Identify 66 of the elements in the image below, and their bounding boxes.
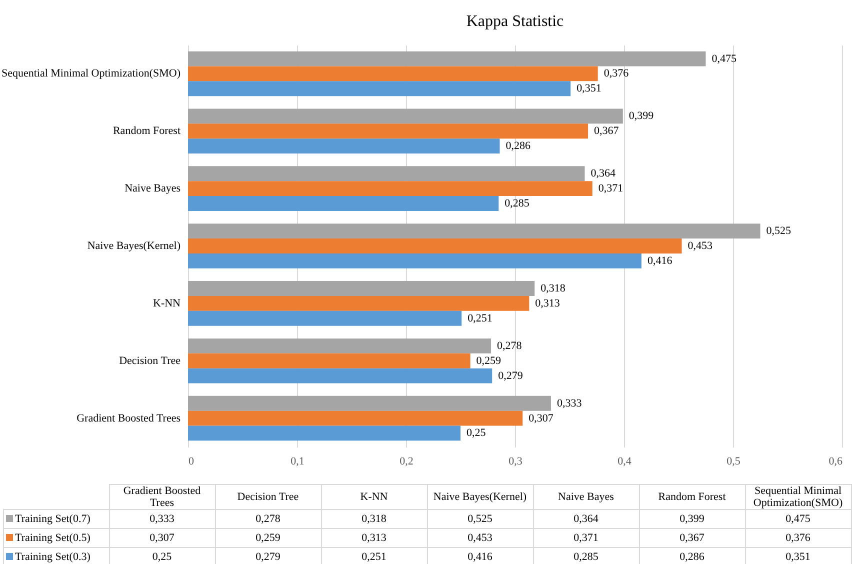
x-tick-label: 0,6 [828,456,843,468]
text: 0,399 [680,513,704,525]
category-label: Naive Bayes [558,491,614,503]
legend-label: Training Set(0.5) [4,528,109,548]
chart-title: Kappa Statistic [466,13,564,30]
text: 0,259 [256,532,280,544]
text: 0,453 [468,532,492,544]
data-label: 0,313 [535,297,560,310]
data-label: 0,399 [628,110,654,122]
x-tick-label: 0 [188,456,194,468]
x-tick-label: 0,1 [290,456,304,468]
x-tick-label: 0,4 [618,456,632,468]
data-label: 0,318 [540,282,566,294]
text: 0,525 [468,513,492,525]
data-label: 0,367 [594,125,620,138]
text: 0,307 [150,532,174,544]
data-label: 0,251 [468,312,492,324]
y-tick-label: Naive Bayes [124,182,180,195]
category-label: Random Forest [658,491,726,503]
text: 0,25 [152,551,172,563]
text: 0,313 [362,532,386,544]
category-label: Naive Bayes(Kernel) [433,491,527,503]
data-label: 0,279 [498,370,524,382]
data-label: 0,475 [712,52,737,65]
data-label: 0,351 [576,82,602,95]
x-tick-label: 0,3 [508,456,523,468]
text: 0,251 [362,551,386,563]
y-tick-label: K-NN [153,297,181,310]
data-label: 0,525 [766,225,792,238]
data-label: 0,453 [688,240,714,252]
text: 0,416 [468,551,492,563]
x-tick-label: 0,2 [400,456,414,468]
legend-label: Training Set(0.3) [4,548,109,564]
text: 0,333 [150,513,174,525]
data-label: 0,278 [497,340,522,352]
category-label: Sequential Minimal Optimization(SMO) [753,485,843,509]
data-label: 0,285 [504,198,530,210]
data-label: 0,25 [466,427,486,440]
text: 0,376 [786,532,810,544]
y-tick-label: Random Forest [112,125,180,138]
data-label: 0,371 [598,182,624,195]
data-label: 0,307 [528,412,554,424]
text: 0,475 [786,513,810,525]
y-tick-label: Naive Bayes(Kernel) [87,240,181,252]
legend-label: Training Set(0.7) [4,510,109,528]
text: 0,367 [680,532,704,544]
data-label: 0,259 [476,354,502,367]
text: 0,278 [256,513,280,525]
text: 0,318 [362,513,386,525]
y-tick-label: Decision Tree [119,354,181,367]
text: 0,371 [574,532,598,544]
data-label: 0,333 [556,397,582,410]
y-tick-label: Gradient Boosted Trees [76,412,180,424]
data-label: 0,286 [506,140,531,152]
category-label: Decision Tree [237,491,299,503]
y-tick-label: Sequential Minimal Optimization(SMO) [1,68,181,80]
data-label: 0,364 [590,168,616,180]
x-tick-label: 0,5 [726,456,741,468]
text: 0,351 [786,551,810,563]
data-label: 0,416 [647,254,673,267]
data-label: 0,376 [604,68,630,80]
text: 0,279 [256,551,280,563]
text: 0,286 [680,551,704,563]
text: 0,285 [574,551,598,563]
category-label: K-NN [360,491,388,503]
text: 0,364 [574,513,598,525]
